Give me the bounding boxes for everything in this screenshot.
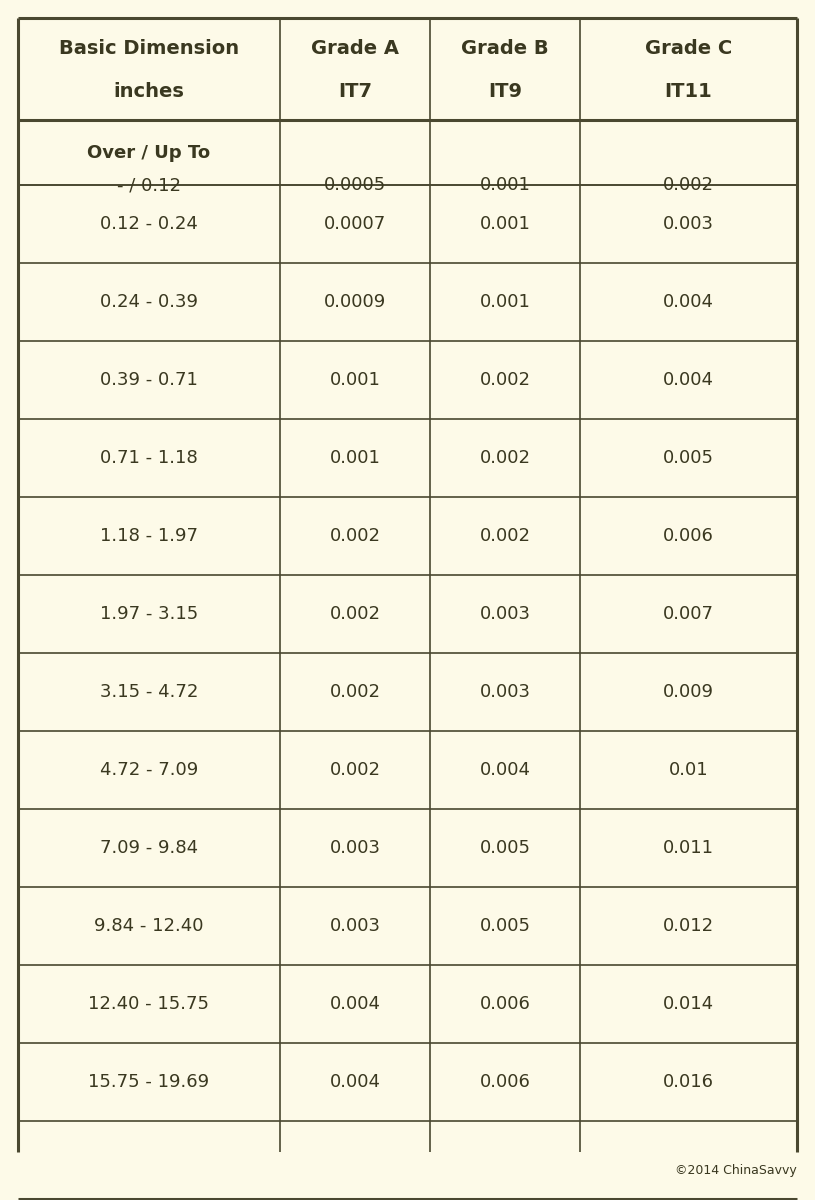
Text: Grade B: Grade B <box>461 40 548 58</box>
Text: Grade A: Grade A <box>311 40 399 58</box>
Text: 0.004: 0.004 <box>329 1073 381 1091</box>
Text: 0.005: 0.005 <box>663 449 714 467</box>
Text: 0.004: 0.004 <box>663 371 714 389</box>
Text: 0.003: 0.003 <box>329 839 381 857</box>
Text: 12.40 - 15.75: 12.40 - 15.75 <box>89 995 209 1013</box>
Text: 0.002: 0.002 <box>329 527 381 545</box>
Text: 0.006: 0.006 <box>663 527 714 545</box>
Text: 0.0005: 0.0005 <box>324 176 386 194</box>
Text: 15.75 - 19.69: 15.75 - 19.69 <box>89 1073 209 1091</box>
Text: 0.003: 0.003 <box>329 917 381 935</box>
Text: 0.002: 0.002 <box>479 371 531 389</box>
Text: IT7: IT7 <box>338 82 372 101</box>
Text: Basic Dimension: Basic Dimension <box>59 40 239 58</box>
Text: 0.004: 0.004 <box>663 293 714 311</box>
Text: 0.005: 0.005 <box>479 917 531 935</box>
Text: 0.004: 0.004 <box>329 995 381 1013</box>
Text: 0.002: 0.002 <box>329 761 381 779</box>
Text: Grade C: Grade C <box>645 40 732 58</box>
Text: 4.72 - 7.09: 4.72 - 7.09 <box>100 761 198 779</box>
Text: 7.09 - 9.84: 7.09 - 9.84 <box>100 839 198 857</box>
Text: 9.84 - 12.40: 9.84 - 12.40 <box>95 917 204 935</box>
Text: 1.18 - 1.97: 1.18 - 1.97 <box>100 527 198 545</box>
Text: 0.006: 0.006 <box>479 1073 531 1091</box>
Text: 0.012: 0.012 <box>663 917 714 935</box>
Text: 0.003: 0.003 <box>663 215 714 233</box>
Text: 0.01: 0.01 <box>668 761 708 779</box>
Text: 0.71 - 1.18: 0.71 - 1.18 <box>100 449 198 467</box>
Text: 0.003: 0.003 <box>479 683 531 701</box>
Text: 0.001: 0.001 <box>479 176 531 194</box>
Text: IT11: IT11 <box>664 82 712 101</box>
Text: 0.0009: 0.0009 <box>324 293 386 311</box>
Text: ©2014 ChinaSavvy: ©2014 ChinaSavvy <box>676 1164 797 1177</box>
Text: 0.001: 0.001 <box>329 449 381 467</box>
Text: 0.009: 0.009 <box>663 683 714 701</box>
Text: 0.12 - 0.24: 0.12 - 0.24 <box>100 215 198 233</box>
Text: 0.0007: 0.0007 <box>324 215 386 233</box>
Text: 3.15 - 4.72: 3.15 - 4.72 <box>99 683 198 701</box>
Text: 0.002: 0.002 <box>329 683 381 701</box>
Text: 0.002: 0.002 <box>663 176 714 194</box>
Text: 0.001: 0.001 <box>479 293 531 311</box>
Text: - / 0.12: - / 0.12 <box>117 176 181 194</box>
Text: inches: inches <box>113 82 184 101</box>
Text: 0.007: 0.007 <box>663 605 714 623</box>
Text: 0.002: 0.002 <box>479 449 531 467</box>
Text: 0.004: 0.004 <box>479 761 531 779</box>
Text: 0.24 - 0.39: 0.24 - 0.39 <box>100 293 198 311</box>
Text: 0.006: 0.006 <box>479 995 531 1013</box>
Text: 0.011: 0.011 <box>663 839 714 857</box>
Text: 0.002: 0.002 <box>329 605 381 623</box>
Text: 0.005: 0.005 <box>479 839 531 857</box>
Text: 0.001: 0.001 <box>479 215 531 233</box>
Text: 0.014: 0.014 <box>663 995 714 1013</box>
Text: 0.001: 0.001 <box>329 371 381 389</box>
Text: 0.39 - 0.71: 0.39 - 0.71 <box>100 371 198 389</box>
Text: IT9: IT9 <box>488 82 522 101</box>
Text: 0.003: 0.003 <box>479 605 531 623</box>
Text: 0.016: 0.016 <box>663 1073 714 1091</box>
Text: Over / Up To: Over / Up To <box>87 144 210 162</box>
Text: 0.002: 0.002 <box>479 527 531 545</box>
Text: 1.97 - 3.15: 1.97 - 3.15 <box>100 605 198 623</box>
